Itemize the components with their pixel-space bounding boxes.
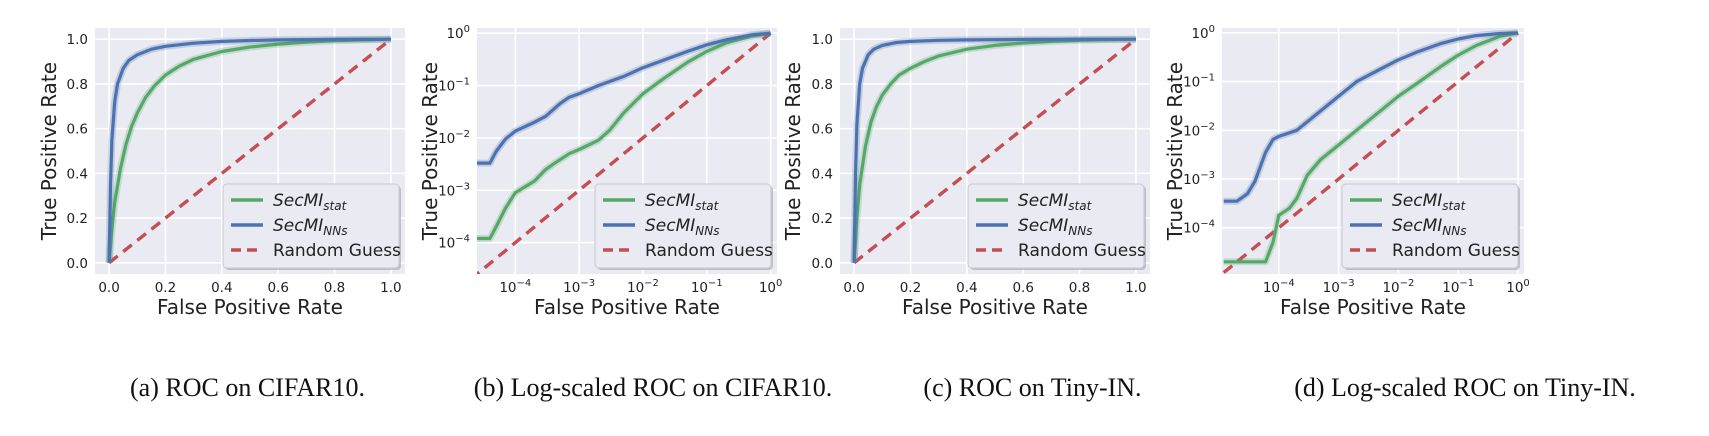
x-tick-label: 10−4 <box>499 278 531 296</box>
legend: SecMIstat SecMINNs Random Guess <box>967 183 1146 270</box>
legend-label-nns: SecMINNs <box>645 216 720 238</box>
legend-label-nns: SecMINNs <box>273 216 348 238</box>
y-tick-label: 10−3 <box>438 181 470 199</box>
x-tick-label: 0.8 <box>324 280 345 296</box>
legend: SecMIstat SecMINNs Random Guess <box>1341 183 1520 270</box>
y-tick-label: 10−2 <box>438 129 470 147</box>
y-tick-label: 100 <box>1191 24 1215 42</box>
x-tick-label: 1.0 <box>380 280 401 296</box>
x-tick-label: 0.2 <box>155 280 176 296</box>
y-tick-label: 10−2 <box>1183 121 1215 139</box>
y-axis-label: True Positive Rate <box>37 62 61 241</box>
legend-box <box>1341 183 1519 269</box>
caption-c: (c) ROC on Tiny-IN. <box>923 373 1142 402</box>
y-tick-label: 1.0 <box>67 32 88 48</box>
x-tick-label: 10−2 <box>1382 278 1414 296</box>
legend-box <box>222 183 400 269</box>
y-tick-label: 0.4 <box>67 166 88 182</box>
y-tick-label: 0.0 <box>67 256 88 272</box>
legend-label-nns: SecMINNs <box>1018 216 1093 238</box>
legend-label-stat: SecMIstat <box>1392 191 1467 213</box>
x-tick-label: 0.0 <box>98 280 119 296</box>
series-line-nns <box>852 37 1136 263</box>
chart-a: 0.0 0.2 0.4 0.6 0.8 1.0 0.0 0.2 0.4 0.6 0.8 1.0 Fals… <box>37 28 405 319</box>
x-tick-label: 10−1 <box>1442 278 1474 296</box>
legend-label-nns: SecMINNs <box>1392 216 1467 238</box>
chart-d: 10−4 10−3 10−2 10−1 100 10−4 10−3 10−2 10−1 100 Fa… <box>1163 24 1530 319</box>
y-axis-label: True Positive Rate <box>418 62 442 241</box>
series-line-random <box>853 37 1137 265</box>
legend-label-stat: SecMIstat <box>273 191 348 213</box>
y-tick-label: 0.0 <box>812 256 833 272</box>
series-line-random <box>108 37 392 265</box>
x-tick-label: 100 <box>1506 278 1530 296</box>
legend: SecMIstat SecMINNs Random Guess <box>222 183 401 270</box>
x-tick-label: 10−3 <box>563 278 595 296</box>
x-tick-label: 100 <box>759 278 783 296</box>
x-tick-label: 0.6 <box>1012 280 1033 296</box>
x-tick-label: 0.6 <box>267 280 288 296</box>
x-tick-label: 10−3 <box>1323 278 1355 296</box>
y-tick-label: 10−1 <box>1183 73 1215 91</box>
series-line-random <box>1222 31 1520 274</box>
y-tick-label: 10−3 <box>1183 170 1215 188</box>
caption-b: (b) Log-scaled ROC on CIFAR10. <box>473 373 833 402</box>
series-line-stat <box>852 37 1136 263</box>
y-tick-label: 0.8 <box>812 77 833 93</box>
y-tick-label: 10−4 <box>438 234 470 252</box>
series-line-random <box>477 31 772 274</box>
series-line-stat <box>1223 31 1519 264</box>
y-tick-label: 100 <box>446 24 470 42</box>
y-tick-label: 1.0 <box>812 32 833 48</box>
legend-label-random: Random Guess <box>1392 241 1520 261</box>
y-tick-label: 10−4 <box>1183 219 1215 237</box>
x-tick-label: 0.4 <box>956 280 977 296</box>
x-tick-label: 10−4 <box>1263 278 1295 296</box>
x-tick-label: 0.2 <box>900 280 921 296</box>
caption-d: (d) Log-scaled ROC on Tiny-IN. <box>1294 373 1636 402</box>
series-line-nns <box>107 37 391 263</box>
series-line-nns <box>477 31 771 165</box>
y-axis-label: True Positive Rate <box>1163 62 1187 241</box>
x-tick-label: 0.0 <box>843 280 864 296</box>
legend-box <box>967 183 1145 269</box>
x-tick-label: 10−2 <box>627 278 659 296</box>
legend-label-random: Random Guess <box>645 241 773 261</box>
legend-label-stat: SecMIstat <box>645 191 720 213</box>
chart-b: 10−4 10−3 10−2 10−1 100 10−4 10−3 10−2 10−1 100 Fa… <box>418 24 782 319</box>
series-line-nns <box>1223 31 1519 203</box>
y-tick-label: 0.2 <box>812 211 833 227</box>
legend: SecMIstat SecMINNs Random Guess <box>594 183 773 270</box>
x-axis-label: False Positive Rate <box>534 295 720 319</box>
legend-box <box>594 183 772 269</box>
legend-label-random: Random Guess <box>1018 241 1146 261</box>
y-axis-label: True Positive Rate <box>781 62 805 241</box>
x-tick-label: 0.4 <box>211 280 232 296</box>
y-tick-label: 0.8 <box>67 77 88 93</box>
legend-label-random: Random Guess <box>273 241 401 261</box>
chart-c: 0.0 0.2 0.4 0.6 0.8 1.0 0.0 0.2 0.4 0.6 0.8 1.0 Fals… <box>781 28 1150 319</box>
y-tick-label: 0.2 <box>67 211 88 227</box>
x-tick-label: 0.8 <box>1069 280 1090 296</box>
x-tick-label: 10−1 <box>691 278 723 296</box>
x-axis-label: False Positive Rate <box>902 295 1088 319</box>
x-tick-label: 1.0 <box>1125 280 1146 296</box>
legend-label-stat: SecMIstat <box>1018 191 1093 213</box>
y-tick-label: 0.6 <box>67 122 88 138</box>
series-line-stat <box>477 31 771 241</box>
series-line-stat <box>107 37 391 263</box>
y-tick-label: 0.4 <box>812 166 833 182</box>
y-tick-label: 10−1 <box>438 77 470 95</box>
caption-a: (a) ROC on CIFAR10. <box>130 373 365 402</box>
x-axis-label: False Positive Rate <box>157 295 343 319</box>
y-tick-label: 0.6 <box>812 122 833 138</box>
x-axis-label: False Positive Rate <box>1280 295 1466 319</box>
